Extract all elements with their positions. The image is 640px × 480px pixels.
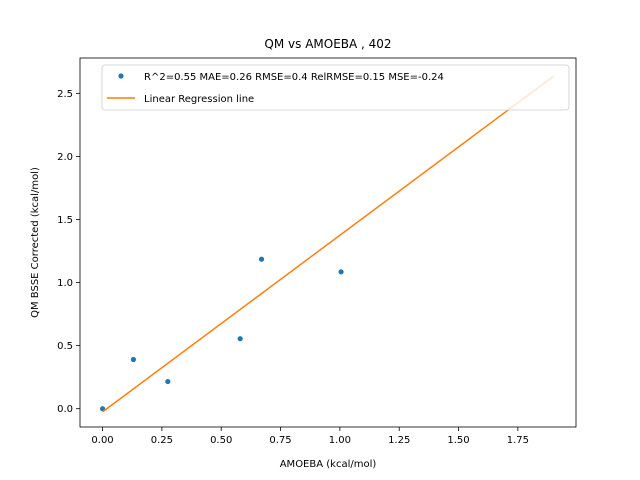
x-tick-label: 0.00 bbox=[91, 435, 113, 446]
data-point bbox=[165, 378, 171, 385]
x-tick-label: 1.00 bbox=[329, 435, 351, 446]
series-layer bbox=[99, 75, 554, 413]
y-axis: 0.0 0.5 1.0 1.5 2.0 2.5 bbox=[57, 89, 80, 415]
x-axis: 0.00 0.25 0.50 0.75 1.00 1.25 1.50 1.75 bbox=[91, 427, 529, 446]
legend-point-marker bbox=[118, 73, 124, 79]
y-tick-label: 2.5 bbox=[57, 89, 73, 100]
data-point bbox=[237, 336, 243, 342]
y-axis-label: QM BSSE Corrected (kcal/mol) bbox=[30, 167, 41, 318]
y-tick-label: 0.0 bbox=[57, 404, 73, 415]
data-point bbox=[338, 269, 344, 275]
y-tick-label: 1.0 bbox=[57, 278, 73, 289]
chart-title: QM vs AMOEBA , 402 bbox=[264, 37, 391, 51]
x-tick-label: 1.75 bbox=[507, 435, 529, 446]
data-point bbox=[130, 356, 136, 363]
x-tick-label: 1.25 bbox=[388, 435, 410, 446]
x-tick-label: 1.50 bbox=[447, 435, 469, 446]
y-tick-label: 2.0 bbox=[57, 152, 73, 163]
legend-entry-label: Linear Regression line bbox=[144, 94, 254, 105]
x-axis-label: AMOEBA (kcal/mol) bbox=[280, 459, 377, 470]
regression-line bbox=[102, 75, 554, 413]
axes-frame bbox=[79, 57, 577, 428]
legend-box bbox=[101, 64, 570, 111]
x-tick-label: 0.25 bbox=[151, 435, 173, 446]
data-point bbox=[258, 256, 265, 262]
legend-entry-label: R^2=0.55 MAE=0.26 RMSE=0.4 RelRMSE=0.15 … bbox=[144, 72, 444, 83]
legend: R^2=0.55 MAE=0.26 RMSE=0.4 RelRMSE=0.15 … bbox=[101, 64, 570, 111]
x-tick-label: 0.50 bbox=[210, 435, 232, 446]
y-tick-label: 1.5 bbox=[57, 215, 73, 226]
x-tick-label: 0.75 bbox=[269, 435, 291, 446]
y-tick-label: 0.5 bbox=[57, 341, 73, 352]
